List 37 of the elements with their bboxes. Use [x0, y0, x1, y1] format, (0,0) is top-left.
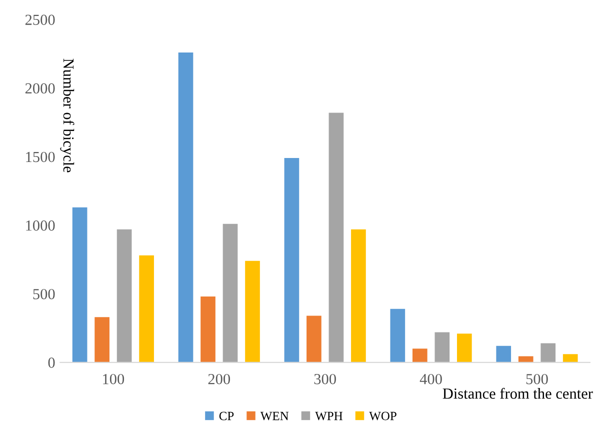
x-tick-label: 300 [314, 374, 336, 384]
bar [540, 343, 556, 362]
y-tick-label: 500 [33, 288, 55, 300]
bar [518, 356, 534, 362]
x-tick-label: 500 [526, 374, 548, 384]
bar [434, 332, 450, 362]
legend-label: WPH [315, 412, 343, 420]
bar [72, 207, 88, 362]
y-tick-label: 1000 [26, 220, 55, 231]
bar [245, 260, 260, 362]
bar [116, 229, 132, 362]
y-tick-label: 0 [48, 358, 55, 368]
bar [139, 255, 154, 362]
x-tick-label: 400 [420, 374, 442, 384]
bar [222, 224, 238, 362]
bar [351, 229, 366, 362]
legend-label: WOP [369, 412, 396, 420]
legend-label: WEN [260, 412, 289, 420]
bar [390, 308, 406, 362]
x-tick-label: 100 [103, 374, 124, 384]
y-axis-title: Number of bicycle [60, 58, 74, 172]
bar [306, 316, 322, 362]
bar [456, 334, 472, 362]
bar [94, 317, 110, 362]
x-axis-title: Distance from the center [442, 388, 593, 399]
y-tick-label: 2000 [25, 83, 55, 94]
legend-label: CP [219, 412, 234, 420]
bar [562, 354, 578, 362]
bar [178, 52, 194, 362]
bar [496, 346, 512, 362]
bar [284, 158, 300, 362]
bar [412, 348, 428, 362]
bar [200, 296, 216, 362]
y-tick-label: 2500 [25, 14, 55, 25]
bar [328, 112, 344, 362]
x-tick-label: 200 [208, 374, 230, 384]
y-tick-label: 1500 [26, 152, 55, 162]
